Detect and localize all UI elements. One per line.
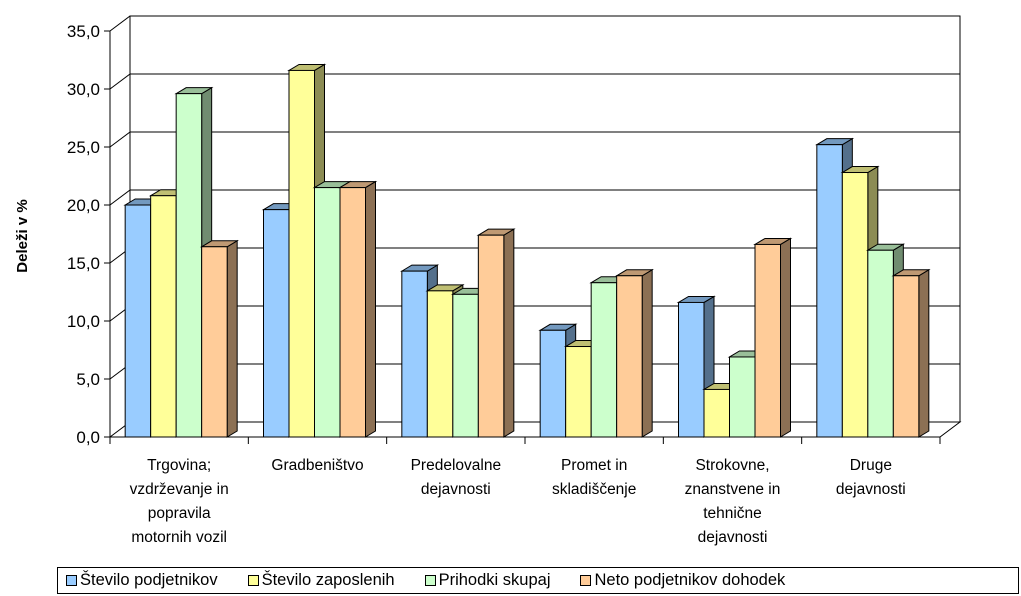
gridline-side (109, 189, 131, 206)
legend-swatch (424, 575, 436, 586)
y-tick-label: 20,0 (67, 196, 100, 215)
legend-swatch (580, 575, 592, 586)
legend-item: Prihodki skupaj (424, 571, 551, 590)
legend-item: Število zaposlenih (247, 571, 395, 590)
bars (123, 63, 931, 438)
legend: Število podjetnikov Število zaposlenih Pri… (57, 567, 1019, 594)
gridline-side (109, 15, 131, 32)
bar (891, 268, 931, 438)
legend-swatch (247, 575, 259, 586)
x-category-label: Strokovne, znanstvene in tehnične dejavnost… (685, 457, 781, 546)
y-tick-label: 5,0 (76, 370, 100, 389)
chart: 0,0 5,0 10,0 15,0 20,0 25,0 30,0 35,0 Trgovina;… (14, 15, 962, 546)
axes (104, 30, 941, 444)
x-category-label: Druge dejavnosti (836, 457, 906, 498)
bar (676, 295, 716, 438)
y-tick-label: 30,0 (67, 80, 100, 99)
y-tick-label: 35,0 (67, 22, 100, 41)
y-tick-label: 15,0 (67, 254, 100, 273)
y-tick-labels: 0,0 5,0 10,0 15,0 20,0 25,0 30,0 35,0 (67, 22, 100, 447)
x-category-label: Gradbeništvo (271, 457, 363, 474)
x-category-label: Predelovalne dejavnosti (411, 457, 501, 498)
x-category-labels: Trgovina; vzdrževanje in popravila motornih… (130, 457, 906, 546)
y-tick-label: 10,0 (67, 312, 100, 331)
bar (753, 237, 793, 438)
legend-label: Število zaposlenih (261, 571, 395, 589)
legend-item: Število podjetnikov (66, 571, 218, 590)
legend-label: Neto podjetnikov dohodek (594, 571, 786, 589)
x-category-label: Promet in skladiščenje (552, 457, 636, 498)
bar (476, 228, 516, 438)
y-tick-label: 25,0 (67, 138, 100, 157)
y-tick-label: 0,0 (76, 428, 100, 447)
legend-item: Neto podjetnikov dohodek (580, 571, 785, 590)
bar (338, 180, 378, 438)
y-axis-label: Deleži v % (14, 199, 31, 272)
bar (614, 268, 654, 438)
gridline-side (109, 131, 131, 148)
x-category-label: Trgovina; vzdrževanje in popravila motornih… (130, 457, 229, 546)
legend-swatch (66, 575, 77, 586)
gridline-side (109, 73, 131, 90)
legend-label: Prihodki skupaj (438, 571, 551, 589)
legend-label: Število podjetnikov (80, 571, 218, 589)
bar (199, 239, 239, 438)
